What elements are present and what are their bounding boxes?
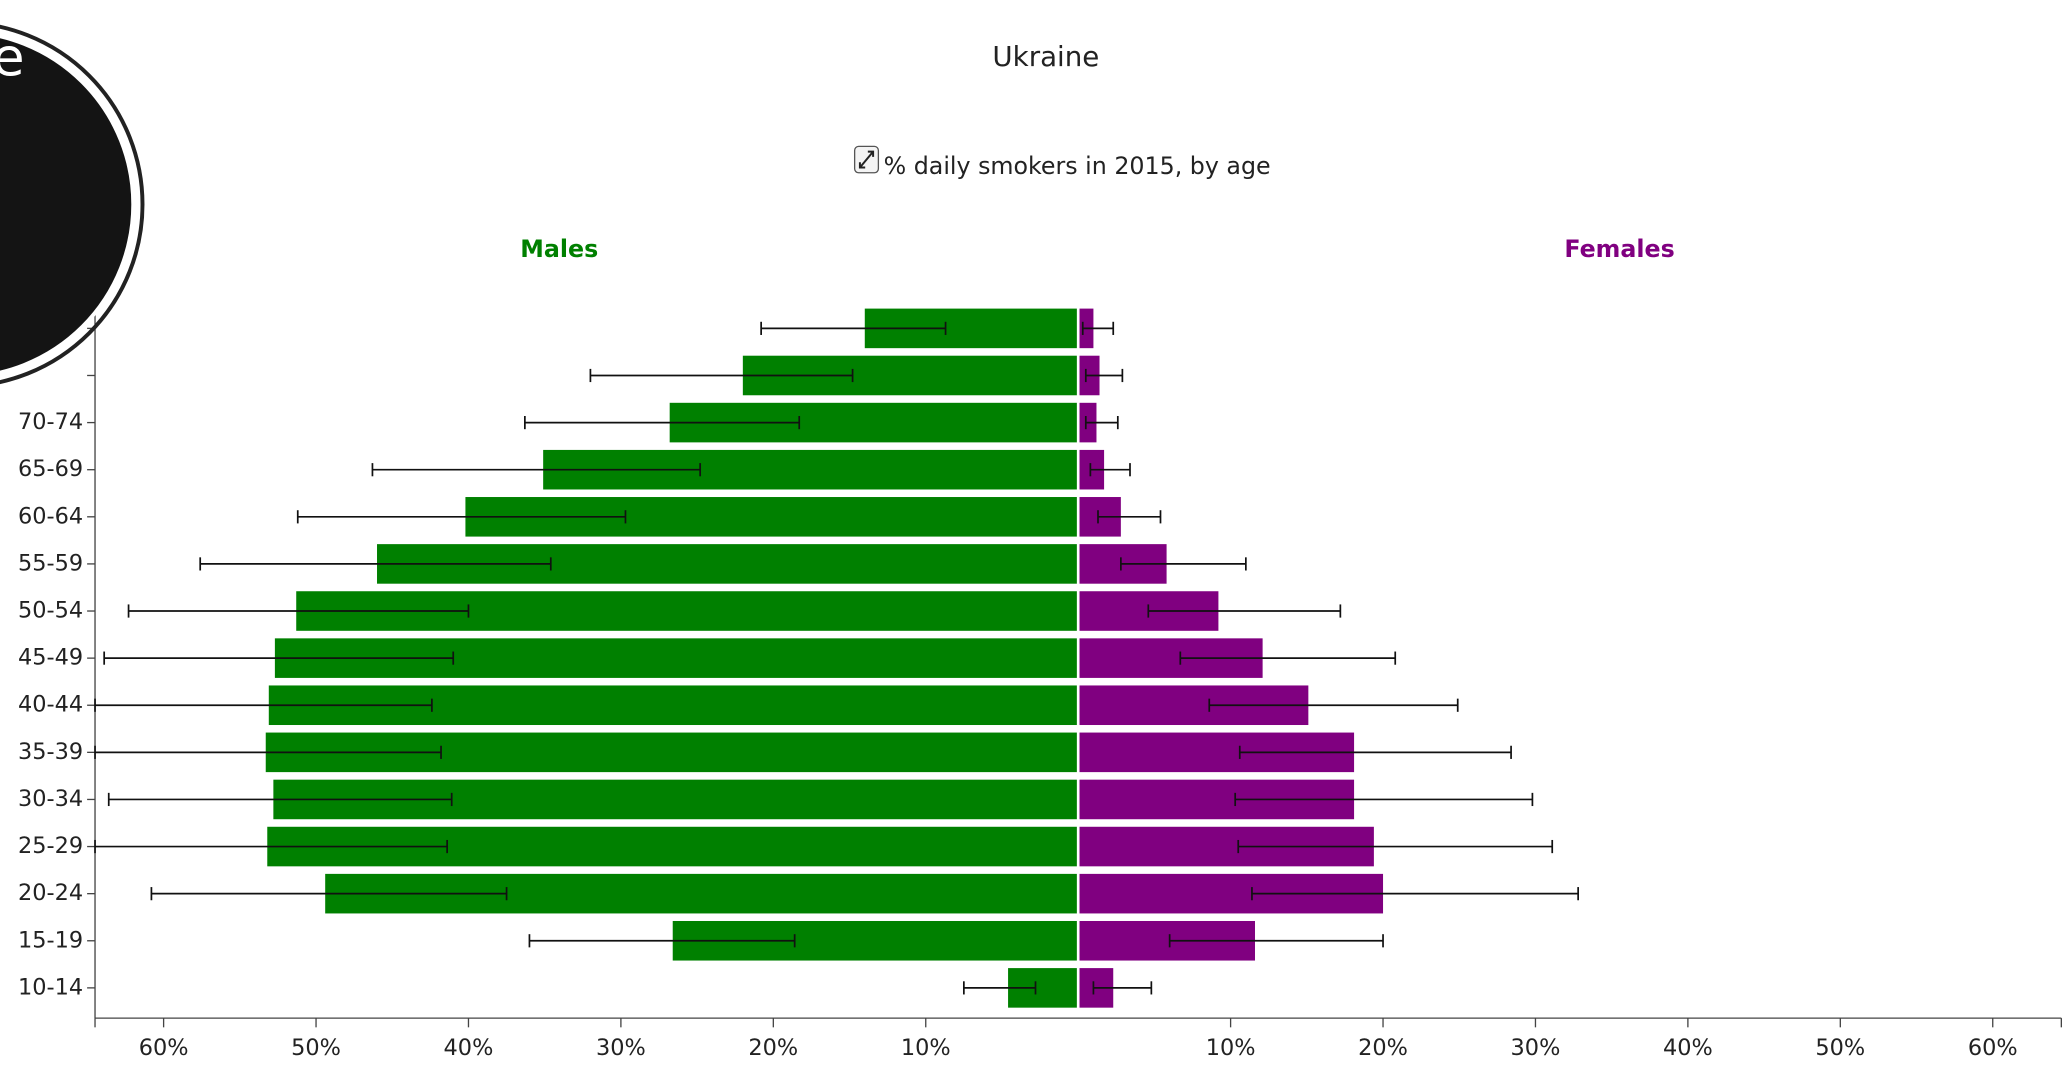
error-bar: [371, 463, 702, 477]
y-tick-label: 40-44: [18, 692, 83, 718]
error-bar: [760, 321, 947, 335]
error-bar: [127, 604, 470, 618]
overlay-circle: [0, 34, 136, 375]
error-bar: [1237, 839, 1554, 854]
chart-title: Ukraine: [992, 40, 1099, 73]
error-bar: [528, 934, 796, 948]
error-bar: [94, 698, 433, 712]
x-tick-label: 30%: [596, 1035, 646, 1061]
error-bar: [1208, 698, 1459, 712]
error-bar: [1168, 934, 1384, 948]
y-tick-label: 30-34: [18, 786, 83, 812]
x-tick-label: 50%: [1815, 1035, 1865, 1061]
error-bar: [107, 792, 453, 807]
x-tick-label: 60%: [139, 1035, 189, 1061]
error-bar: [1179, 651, 1397, 665]
y-tick-label: 65-69: [18, 456, 83, 482]
error-bar: [94, 839, 448, 854]
y-tick-label: 20-24: [18, 880, 83, 906]
error-bar: [150, 887, 508, 901]
x-tick-label: 20%: [1358, 1035, 1408, 1061]
x-tick-label: 20%: [748, 1035, 798, 1061]
x-tick-label: 50%: [291, 1035, 341, 1061]
expand-icon[interactable]: [853, 145, 880, 174]
slide-overlay: e: [0, 24, 145, 385]
y-tick-label: 70-74: [18, 409, 83, 435]
error-bar: [1120, 557, 1247, 571]
error-bar: [963, 981, 1037, 995]
overlay-ring: [0, 24, 145, 385]
plot: 60% 50% 40% 30% 20% 10% 10% 20% 30% 40% 50% 60% Male…: [18, 235, 2062, 1061]
overlay-text: e: [0, 27, 25, 88]
error-bar: [94, 745, 442, 759]
x-tick-label: 30%: [1511, 1035, 1561, 1061]
error-bar: [1089, 463, 1131, 477]
error-bar: [524, 415, 801, 430]
error-bar: [1092, 981, 1153, 995]
y-tick-label: 55-59: [18, 550, 83, 576]
error-bar: [296, 510, 627, 524]
error-bar: [1084, 415, 1119, 430]
y-tick-label: 15-19: [18, 927, 83, 953]
error-bar: [1147, 604, 1342, 618]
x-tick-label: 40%: [1663, 1035, 1713, 1061]
legend-label: Males: [520, 235, 598, 263]
error-bar: [103, 651, 455, 665]
error-bar: [1251, 887, 1579, 901]
x-tick-label: 40%: [444, 1035, 494, 1061]
y-tick-label: 60-64: [18, 503, 83, 529]
y-tick-label: 25-29: [18, 833, 83, 859]
x-tick-label: 10%: [901, 1035, 951, 1061]
y-tick-label: 50-54: [18, 598, 83, 624]
error-bar: [589, 368, 854, 383]
chart-subtitle: % daily smokers in 2015, by age: [884, 152, 1271, 180]
error-bar: [1084, 368, 1124, 383]
icon-arrow: [858, 150, 875, 169]
error-bar: [1081, 321, 1115, 335]
y-tick-label: 10-14: [18, 974, 83, 1000]
y-tick-label: 45-49: [18, 645, 83, 671]
x-tick-label: 10%: [1206, 1035, 1256, 1061]
y-tick-label: 35-39: [18, 739, 83, 765]
error-bar: [199, 557, 552, 571]
legend-label: Females: [1564, 235, 1674, 263]
error-bar: [1097, 510, 1162, 524]
x-tick-label: 60%: [1968, 1035, 2018, 1061]
error-bar: [1234, 792, 1534, 807]
error-bar: [1238, 745, 1512, 759]
